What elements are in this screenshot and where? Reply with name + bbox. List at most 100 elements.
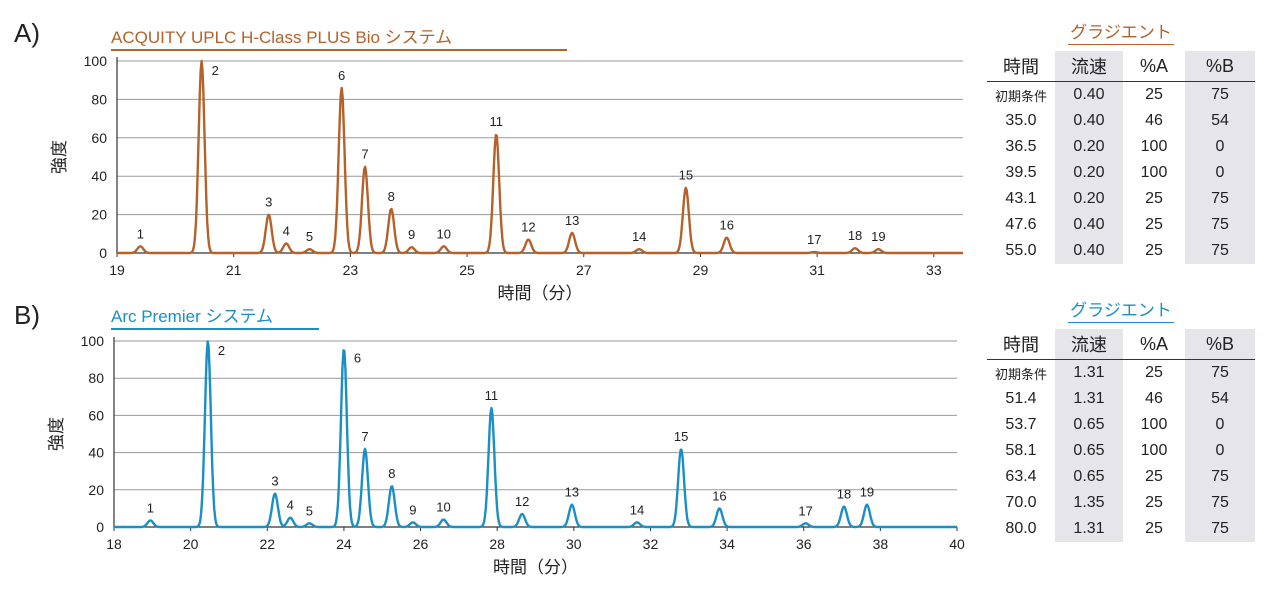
cell-a: 25 xyxy=(1145,364,1163,381)
peak-label: 15 xyxy=(674,429,688,444)
cell-a: 46 xyxy=(1145,112,1163,129)
x-tick-label: 25 xyxy=(459,262,475,278)
cell-a: 25 xyxy=(1145,494,1163,511)
y-tick-label: 40 xyxy=(88,445,104,461)
table-row: 47.6 0.40 25 75 xyxy=(987,212,1255,238)
cell-a: 25 xyxy=(1145,216,1163,233)
cell-flow: 0.65 xyxy=(1055,438,1123,464)
col-header-flow: 流速 xyxy=(1055,51,1123,82)
cell-b: 75 xyxy=(1185,516,1255,542)
cell-time: 53.7 xyxy=(1005,416,1037,433)
panel-b-label: B) xyxy=(14,300,40,330)
cell-b: 0 xyxy=(1185,412,1255,438)
gradient-heading-b: グラジエント xyxy=(1068,296,1174,323)
cell-time: 55.0 xyxy=(1005,242,1037,259)
peak-label: 11 xyxy=(485,388,499,403)
peak-label: 1 xyxy=(137,226,144,241)
cell-a: 100 xyxy=(1140,164,1168,181)
table-row: 35.0 0.40 46 54 xyxy=(987,108,1255,134)
cell-b: 0 xyxy=(1185,134,1255,160)
table-row: 43.1 0.20 25 75 xyxy=(987,186,1255,212)
peak-label: 14 xyxy=(632,229,646,244)
y-tick-label: 100 xyxy=(81,333,105,349)
x-tick-label: 38 xyxy=(873,536,889,552)
peak-label: 1 xyxy=(147,500,154,515)
panel-b-title: Arc Premier システム xyxy=(111,302,319,331)
cell-time: 80.0 xyxy=(1005,520,1037,537)
cell-time: 39.5 xyxy=(1005,164,1037,181)
table-row: 55.0 0.40 25 75 xyxy=(987,238,1255,264)
cell-b: 75 xyxy=(1185,490,1255,516)
cell-flow: 0.20 xyxy=(1055,160,1123,186)
col-header-a: %A xyxy=(1123,329,1185,360)
col-header-b: %B xyxy=(1185,51,1255,82)
cell-time: 70.0 xyxy=(1005,494,1037,511)
col-header-flow: 流速 xyxy=(1055,329,1123,360)
peak-label: 19 xyxy=(871,229,885,244)
x-tick-label: 22 xyxy=(259,536,275,552)
x-tick-label: 19 xyxy=(109,262,125,278)
cell-a: 25 xyxy=(1145,468,1163,485)
peak-label: 2 xyxy=(212,63,219,78)
cell-time: 63.4 xyxy=(1005,468,1037,485)
cell-time: 35.0 xyxy=(1005,112,1037,129)
x-tick-label: 21 xyxy=(226,262,242,278)
peak-label: 7 xyxy=(361,147,368,162)
peak-label: 13 xyxy=(565,485,579,500)
x-tick-label: 40 xyxy=(949,536,965,552)
x-tick-label: 31 xyxy=(809,262,825,278)
x-tick-label: 18 xyxy=(106,536,122,552)
peak-label: 5 xyxy=(306,229,313,244)
cell-b: 75 xyxy=(1185,186,1255,212)
gradient-table-b: グラジエント 時間 流速 %A %B 初期条件 1.31 25 75 51.4 1.31… xyxy=(987,296,1255,542)
cell-b: 0 xyxy=(1185,438,1255,464)
peak-label: 12 xyxy=(515,494,529,509)
panel-b-title-underline xyxy=(111,328,319,330)
col-header-a: %A xyxy=(1123,51,1185,82)
y-tick-label: 0 xyxy=(99,245,107,261)
peak-label: 16 xyxy=(712,488,726,503)
gradient-header-row: 時間 流速 %A %B xyxy=(987,329,1255,360)
cell-b: 75 xyxy=(1185,212,1255,238)
peak-label: 7 xyxy=(361,429,368,444)
cell-time: 初期条件 xyxy=(994,366,1047,382)
peak-label: 8 xyxy=(388,189,395,204)
cell-a: 25 xyxy=(1145,520,1163,537)
panel-a-title-underline xyxy=(111,49,567,51)
gradient-grid-a: 時間 流速 %A %B 初期条件 0.40 25 75 35.0 0.40 46 54 36… xyxy=(987,51,1255,264)
cell-flow: 0.20 xyxy=(1055,134,1123,160)
cell-b: 75 xyxy=(1185,238,1255,264)
table-row: 70.0 1.35 25 75 xyxy=(987,490,1255,516)
chromatogram-trace xyxy=(116,59,964,255)
gradient-table-a: グラジエント 時間 流速 %A %B 初期条件 0.40 25 75 35.0 0.40… xyxy=(987,18,1255,264)
y-tick-label: 20 xyxy=(88,482,104,498)
y-axis-label: 強度 xyxy=(47,417,66,451)
peak-label: 18 xyxy=(837,487,851,502)
cell-time: 初期条件 xyxy=(994,88,1047,104)
panel-b-title-text: Arc Premier システム xyxy=(111,307,273,326)
y-tick-label: 20 xyxy=(91,207,107,223)
y-tick-label: 80 xyxy=(91,91,107,107)
peak-label: 17 xyxy=(798,503,812,518)
panel-a-title-text: ACQUITY UPLC H-Class PLUS Bio システム xyxy=(111,28,453,47)
y-tick-label: 60 xyxy=(91,130,107,146)
peak-label: 3 xyxy=(271,474,278,489)
cell-flow: 1.31 xyxy=(1055,359,1123,386)
cell-flow: 0.40 xyxy=(1055,108,1123,134)
cell-flow: 0.65 xyxy=(1055,412,1123,438)
x-tick-label: 32 xyxy=(643,536,659,552)
chromatogram-trace xyxy=(113,340,958,529)
panel-a-title: ACQUITY UPLC H-Class PLUS Bio システム xyxy=(111,23,567,52)
col-header-time: 時間 xyxy=(987,329,1055,360)
y-tick-label: 40 xyxy=(91,168,107,184)
x-axis-label: 時間（分） xyxy=(493,558,578,577)
col-header-b: %B xyxy=(1185,329,1255,360)
x-axis-label: 時間（分） xyxy=(498,284,583,303)
cell-flow: 0.40 xyxy=(1055,238,1123,264)
y-axis-label: 強度 xyxy=(50,140,69,174)
table-row: 初期条件 1.31 25 75 xyxy=(987,359,1255,386)
table-row: 51.4 1.31 46 54 xyxy=(987,386,1255,412)
col-header-time: 時間 xyxy=(987,51,1055,82)
cell-a: 100 xyxy=(1140,442,1168,459)
